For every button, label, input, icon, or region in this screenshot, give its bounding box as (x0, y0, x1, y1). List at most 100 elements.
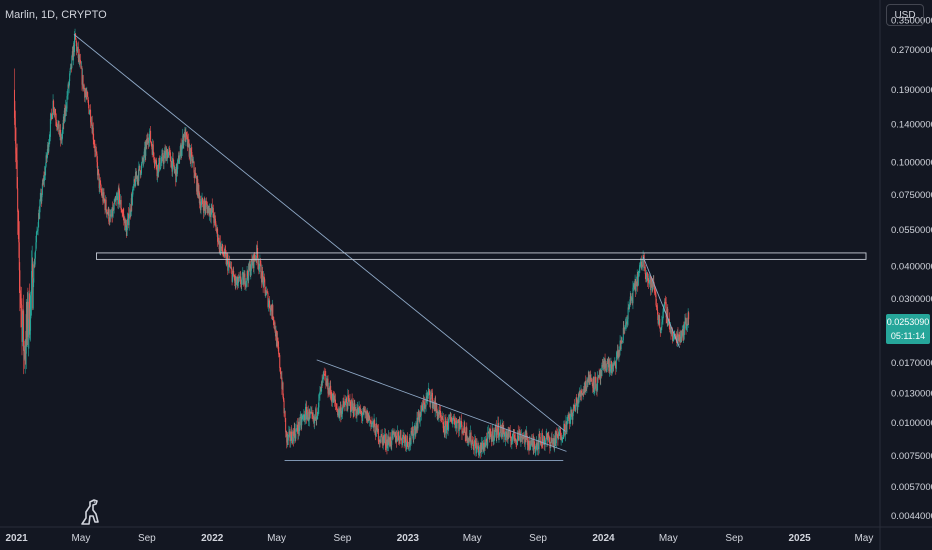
candle-body (137, 175, 139, 182)
candle-body (596, 389, 598, 391)
candle-body (412, 426, 414, 436)
candle-body (657, 314, 659, 324)
candle-body (197, 179, 199, 197)
candle-body (455, 420, 457, 422)
candle-body (82, 75, 84, 85)
candle-body (510, 437, 512, 442)
candle-body (349, 401, 351, 413)
candle-body (391, 432, 393, 445)
candle-body (592, 384, 594, 388)
candle-body (555, 432, 557, 444)
currency-button[interactable]: USD (886, 4, 924, 26)
candle-body (554, 432, 556, 441)
candle-body (320, 387, 322, 392)
candle-body (669, 326, 671, 333)
candle-body (479, 444, 481, 447)
candle-body (487, 432, 489, 446)
candle-body (530, 446, 532, 450)
candle-body (643, 255, 645, 268)
candle-body (239, 276, 241, 279)
candle-body (511, 438, 513, 441)
candle-body (674, 333, 676, 338)
candle-body (67, 84, 69, 96)
candle-body (463, 432, 465, 434)
candle-body (375, 434, 377, 437)
dinosaur-logo-icon[interactable] (78, 498, 102, 526)
candle-body (48, 138, 50, 145)
candle-body (546, 434, 548, 438)
candle-body (63, 110, 65, 124)
candle-body (542, 444, 544, 445)
candle-body (120, 199, 122, 210)
candle-body (184, 129, 186, 142)
candle-body (113, 203, 115, 210)
candle-body (587, 380, 589, 382)
candle-body (652, 282, 654, 288)
candle-body (568, 417, 570, 419)
candle-body (138, 166, 140, 182)
candle-body (50, 113, 52, 115)
candle-body (277, 342, 279, 348)
candle-body (217, 228, 219, 242)
candle-body (102, 192, 104, 202)
candle-body (55, 114, 57, 120)
candle-body (582, 391, 584, 396)
candle-body (601, 365, 603, 367)
candle-body (231, 267, 233, 270)
candle-body (543, 436, 545, 440)
candle-body (159, 158, 161, 170)
candle-body (570, 409, 572, 415)
candle-body (441, 417, 443, 420)
candle-body (553, 438, 555, 444)
candle-body (559, 429, 561, 432)
candle-body (584, 386, 586, 389)
candle-body (41, 194, 43, 202)
candle-body (123, 218, 125, 220)
candle-body (119, 203, 121, 205)
candle-body (662, 311, 664, 320)
candle-body (47, 144, 49, 153)
candle-body (190, 149, 192, 153)
candle-body (323, 370, 325, 375)
candle-body (102, 192, 104, 202)
candle-body (433, 402, 435, 407)
candle-body (533, 442, 535, 447)
candle-body (308, 420, 310, 422)
candle-body (378, 441, 380, 443)
candle-body (355, 415, 357, 417)
candle-body (483, 449, 485, 451)
candle-body (124, 220, 126, 231)
candle-body (249, 264, 251, 270)
candle-body (272, 305, 274, 319)
candle-body (230, 267, 232, 269)
candle-body (468, 436, 470, 440)
candle-body (383, 438, 385, 441)
candle-body (425, 405, 427, 407)
candle-body (63, 119, 65, 124)
candle-body (249, 264, 251, 276)
candle-body (105, 199, 107, 210)
candle-body (191, 152, 193, 164)
candle-body (445, 424, 447, 434)
candle-body (609, 368, 611, 372)
candle-body (363, 408, 365, 410)
candle-body (359, 410, 361, 414)
candle-body (250, 270, 252, 276)
candle-body (203, 201, 205, 213)
candle-body (508, 430, 510, 438)
candle-body (522, 438, 524, 440)
candle-body (339, 407, 341, 411)
candle-body (595, 389, 597, 391)
candle-body (117, 187, 119, 205)
candle-body (454, 424, 456, 428)
candle-body (179, 152, 181, 160)
candle-body (485, 442, 487, 447)
candle-body (301, 417, 303, 420)
candle-body (613, 362, 615, 365)
candle-body (308, 411, 310, 421)
candle-body (244, 273, 246, 287)
candle-body (125, 225, 127, 236)
candle-body (311, 413, 313, 417)
candle-body (195, 172, 197, 176)
